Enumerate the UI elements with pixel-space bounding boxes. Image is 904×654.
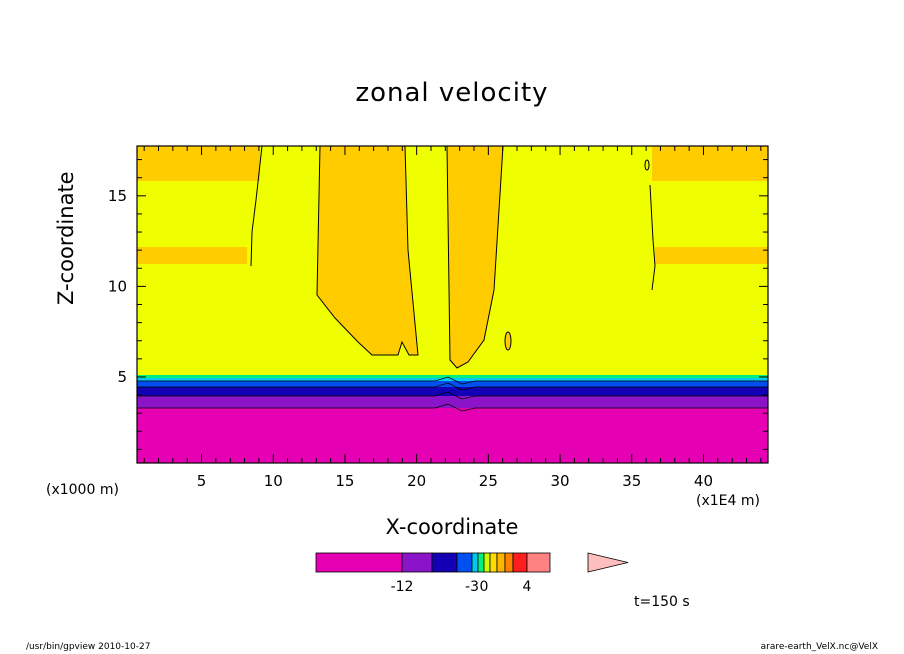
y-tick-label: 15 [108, 187, 127, 205]
positive-plume-left [316, 145, 419, 356]
colorbar-segment [489, 552, 498, 573]
positive-band-mid-left [137, 247, 247, 264]
layer-contour-3 [137, 403, 768, 412]
contour-small-cell-top [644, 159, 650, 171]
time-label: t=150 s [634, 594, 690, 610]
chart-title: zonal velocity [355, 78, 549, 108]
colorbar: -12 -3 0 4 [315, 552, 629, 595]
positive-plume-right [446, 145, 504, 369]
colorbar-segment [526, 552, 551, 573]
layer-contour-0 [137, 376, 768, 385]
positive-band-top-left [137, 146, 260, 181]
colorbar-label: -12 [391, 579, 414, 595]
layer-band-2 [137, 381, 768, 387]
layer-contour-2 [137, 391, 768, 400]
colorbar-segment [483, 552, 491, 573]
y-tick-label: 5 [117, 368, 127, 386]
x-axis-unit-label: (x1000 m) [46, 482, 119, 498]
colorbar-label: 0 [480, 579, 489, 595]
colorbar-segment [401, 552, 433, 573]
colorbar-arrow [587, 552, 629, 573]
colorbar-segment [512, 552, 528, 573]
colorbar-segment [471, 552, 479, 573]
y-axis-label: Z-coordinate [54, 171, 78, 305]
x-tick-label: 25 [479, 472, 498, 490]
x-tick-label: 30 [551, 472, 570, 490]
colorbar-segment [496, 552, 506, 573]
x-axis-label: X-coordinate [385, 515, 519, 539]
layer-band-4 [137, 396, 768, 408]
positive-band-mid-right [655, 247, 768, 264]
axis-tick-labels: 5 10 15 20 25 30 35 40 5 10 15 [108, 187, 713, 490]
x-tick-label: 40 [694, 472, 713, 490]
layer-contour-1 [137, 382, 768, 391]
contour-small-cell [504, 331, 512, 351]
colorbar-segment [456, 552, 473, 573]
footer-right: arare-earth_VelX.nc@VelX [760, 642, 878, 652]
velocity-field [136, 145, 769, 464]
colorbar-label: 4 [523, 579, 532, 595]
x-tick-label: 15 [335, 472, 354, 490]
x-axis-tick-unit-label: (x1E4 m) [696, 493, 760, 509]
axis-ticks [137, 146, 768, 463]
x-tick-label: 20 [407, 472, 426, 490]
colorbar-label: -3 [465, 579, 479, 595]
layer-band-3 [137, 387, 768, 396]
x-tick-label: 5 [197, 472, 207, 490]
contour-right [649, 184, 656, 291]
footer-left: /usr/bin/gpview 2010-10-27 [26, 642, 151, 652]
layer-band-0 [137, 375, 768, 378]
colorbar-segment [477, 552, 485, 573]
bottom-layer [137, 408, 768, 463]
colorbar-segment [504, 552, 514, 573]
positive-band-top-right [652, 146, 768, 181]
x-tick-label: 35 [622, 472, 641, 490]
colorbar-segment [431, 552, 458, 573]
contour-left [250, 145, 263, 267]
x-tick-label: 10 [264, 472, 283, 490]
colorbar-segment [315, 552, 403, 573]
y-tick-label: 10 [108, 277, 127, 295]
